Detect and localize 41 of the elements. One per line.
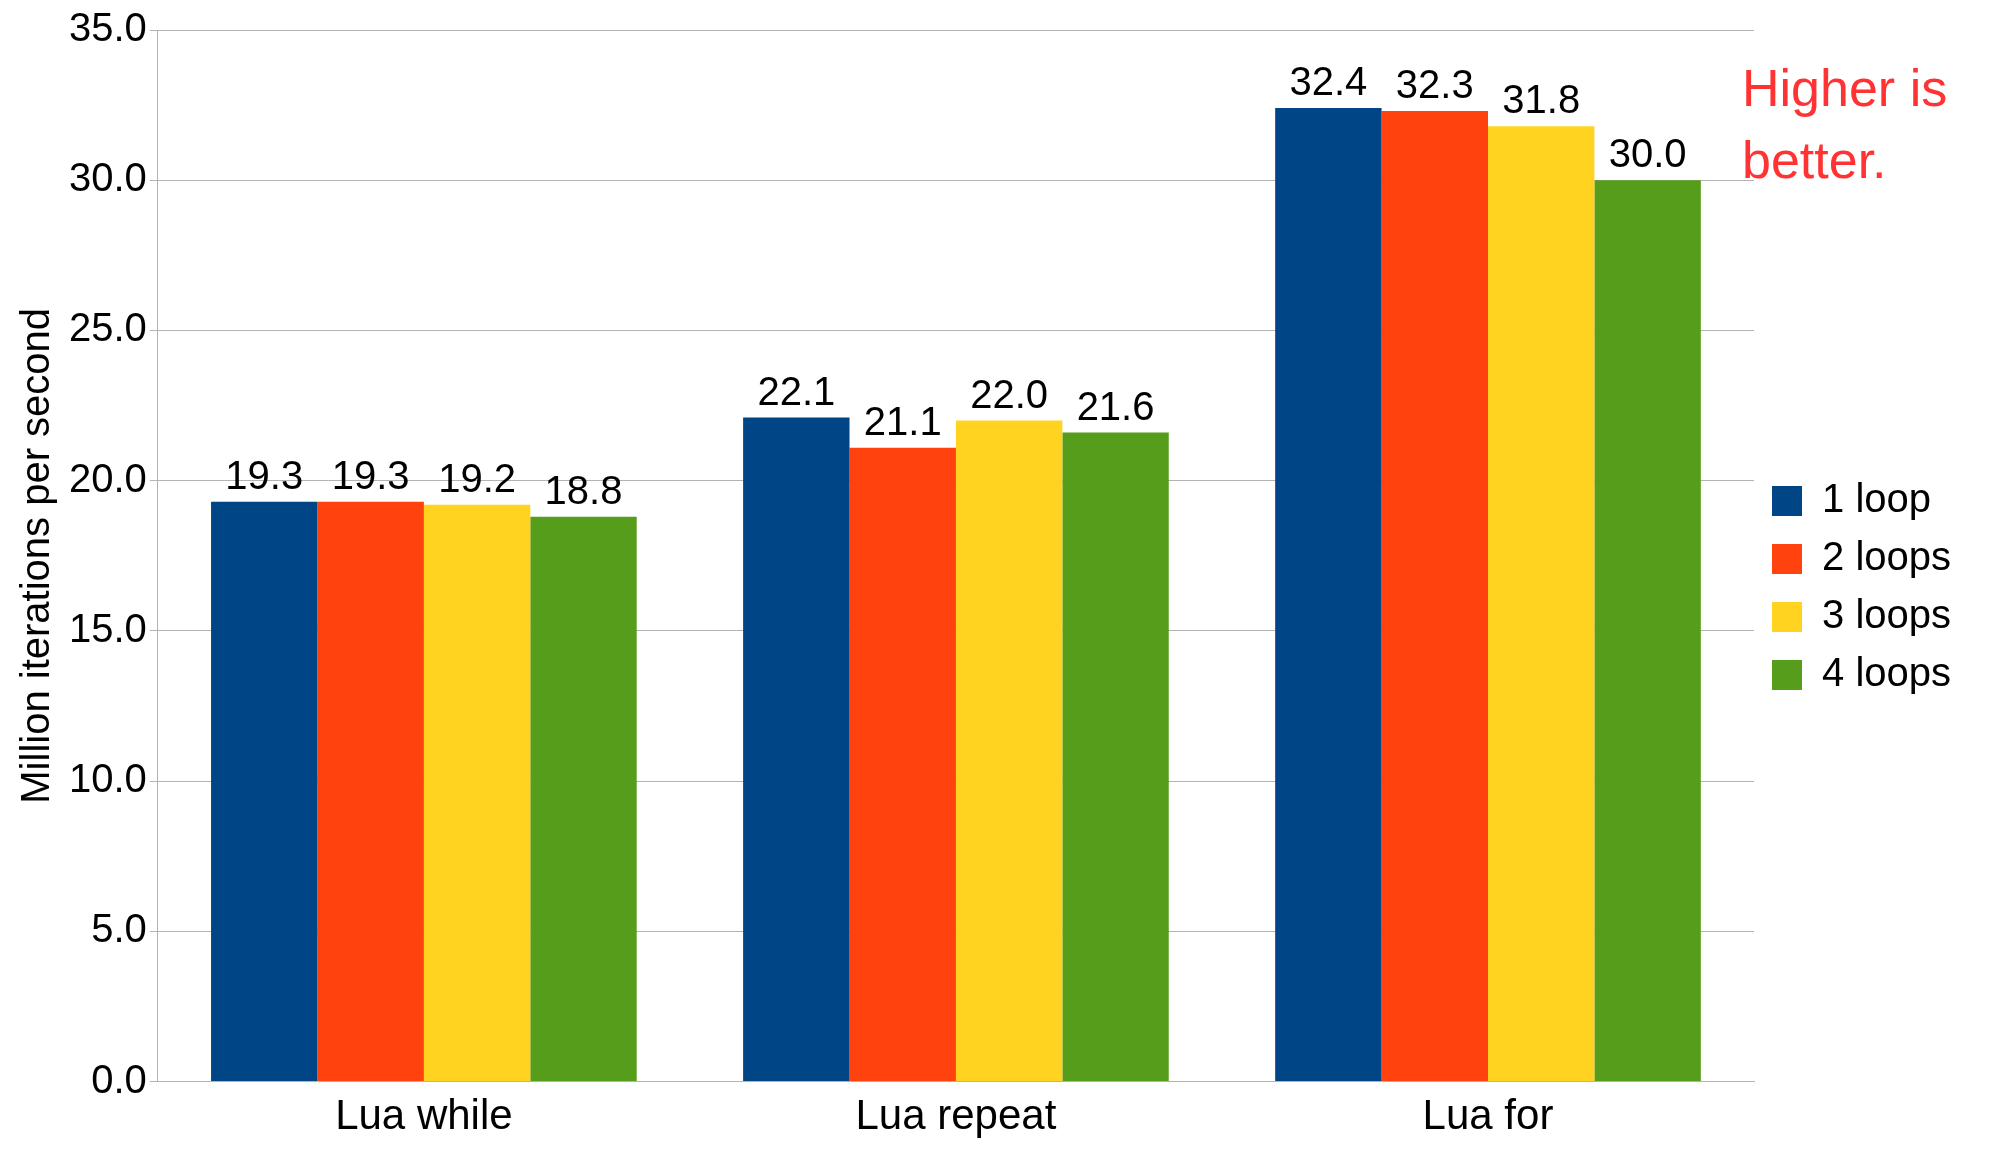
bar [849, 447, 956, 1082]
bar [1062, 432, 1169, 1082]
legend-label: 4 loops [1822, 650, 1951, 695]
data-label: 31.8 [1502, 77, 1581, 122]
data-label: 32.3 [1395, 62, 1474, 107]
data-label: 19.3 [225, 452, 304, 497]
annotation: Higher is better. [1742, 58, 1949, 191]
x-tick-label: Lua repeat [855, 1091, 1057, 1139]
bar [1594, 180, 1701, 1082]
x-tick-label: Lua while [335, 1091, 513, 1139]
data-label: 22.0 [970, 371, 1049, 416]
bar [211, 501, 318, 1082]
bar [955, 420, 1063, 1082]
legend-label: 1 loop [1822, 476, 1931, 521]
bar [1381, 111, 1488, 1082]
legend-label: 3 loops [1822, 592, 1951, 637]
bar [1275, 108, 1382, 1082]
y-axis-title: Million iterations per second [13, 307, 58, 804]
y-tick-label: 25.0 [68, 305, 147, 350]
data-label: 22.1 [757, 368, 836, 413]
y-tick-label: 0.0 [91, 1056, 147, 1101]
bar [317, 501, 424, 1082]
y-tick-label: 15.0 [68, 605, 147, 650]
x-tick-label: Lua for [1422, 1091, 1554, 1139]
bar [1487, 126, 1595, 1082]
data-label: 21.6 [1076, 383, 1155, 428]
data-label: 30.0 [1608, 131, 1687, 176]
data-label: 32.4 [1289, 59, 1368, 104]
y-tick-label: 30.0 [68, 155, 147, 200]
y-tick-label: 35.0 [68, 5, 147, 50]
bar [423, 504, 531, 1082]
y-tick-label: 10.0 [68, 756, 147, 801]
data-label: 19.2 [438, 455, 517, 500]
data-label: 18.8 [544, 467, 623, 512]
data-label: 21.1 [863, 398, 942, 443]
legend-label: 2 loops [1822, 534, 1951, 579]
bar [743, 417, 850, 1082]
y-tick-label: 5.0 [91, 906, 147, 951]
bar [530, 516, 637, 1082]
data-label: 19.3 [331, 452, 410, 497]
y-tick-label: 20.0 [68, 455, 147, 500]
